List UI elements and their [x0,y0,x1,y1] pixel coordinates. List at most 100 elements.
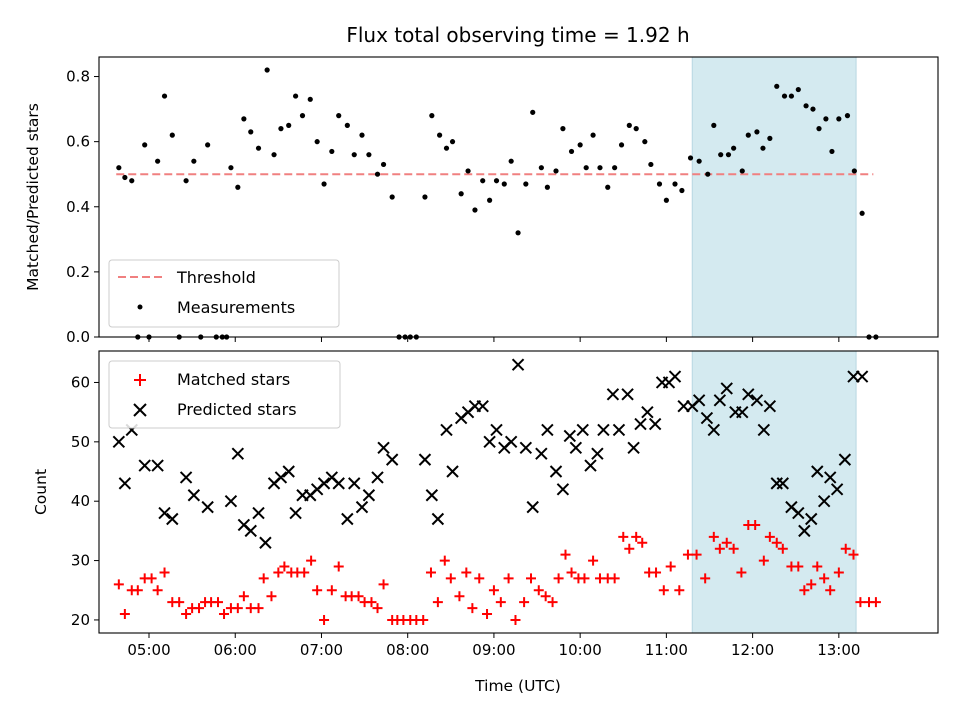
matched-star-marker [721,537,732,548]
measurement-point [422,194,428,200]
matched-star-marker [618,531,629,542]
predicted-star-marker [805,512,818,526]
bottom-x-ticks: 05:00 06:00 07:00 08:00 09:00 10:00 11:00 12:00… [127,633,860,659]
measurement-point [544,184,550,190]
measurement-point [122,174,128,181]
matched-star-marker [750,519,761,530]
predicted-star-marker [597,423,610,437]
matched-star-marker [665,561,676,572]
matched-star-marker [312,585,323,596]
predicted-star-marker [750,394,764,407]
measurement-point [255,145,262,151]
measurement-point [116,165,122,171]
predicted-star-marker [563,429,577,443]
matched-star-marker [378,579,389,590]
x-tick-label: 13:00 [817,641,860,659]
measurement-point [560,126,566,132]
matched-star-marker [353,591,364,602]
y-tick-label: 0.6 [66,133,90,151]
measurement-point [590,132,596,138]
legend-threshold-label: Threshold [176,268,256,287]
matched-star-marker [219,609,230,620]
x-tick-label: 07:00 [300,641,343,659]
matched-star-marker [194,603,205,614]
measurement-point [493,178,500,184]
matched-star-marker [526,573,537,584]
matched-star-marker [238,591,249,602]
matched-star-marker [806,579,817,590]
measurement-points [116,67,879,340]
measurement-point [429,113,435,119]
matched-star-marker [432,597,443,608]
matched-star-marker [637,537,648,548]
measurement-point [307,96,313,102]
x-tick-label: 11:00 [645,641,688,659]
matched-star-marker [174,597,185,608]
bottom-y-axis-label: Count [32,469,50,515]
predicted-star-marker [641,405,654,419]
matched-star-marker [279,561,290,572]
predicted-star-marker [648,417,662,431]
y-tick-label: 0.0 [66,328,90,346]
matched-star-marker [306,555,317,566]
predicted-star-marker [317,477,331,490]
matched-star-marker [812,561,823,572]
measurement-point [336,113,342,119]
top-axes-frame [98,56,939,338]
x-tick-label: 09:00 [472,641,515,659]
predicted-star-marker [757,423,771,437]
predicted-star-marker [362,489,376,502]
matched-star-marker [372,603,383,614]
predicted-star-marker [627,441,640,454]
measurement-point [241,116,247,122]
matched-star-marker [840,543,851,554]
matched-star-marker [777,543,788,554]
predicted-star-marker [720,382,733,395]
measurement-point [816,126,822,132]
predicted-star-marker [576,423,589,437]
predicted-star-marker [713,394,727,407]
matched-star-marker [624,543,635,554]
predicted-star-marker [425,489,439,502]
matched-star-marker [758,555,769,566]
y-tick-label: 60 [71,373,90,391]
matched-star-marker [212,597,223,608]
measurement-point [568,148,575,155]
matched-star-marker [658,585,669,596]
measurement-point [725,152,732,158]
matched-star-marker [273,567,284,578]
measurement-point [823,116,829,122]
legend-measurements-swatch [137,304,143,310]
measurement-point [739,168,745,174]
y-tick-label: 0.2 [66,263,90,281]
measurement-point [248,129,254,135]
y-tick-label: 40 [71,492,90,510]
measurement-point [183,178,189,184]
measurement-point [612,165,618,171]
predicted-star-marker [166,512,179,526]
measurement-point [656,181,663,187]
measurement-point [553,168,559,174]
measurement-point [642,139,648,145]
predicted-star-marker [606,388,620,401]
matched-star-marker [467,603,478,614]
measurement-point [299,113,306,119]
predicted-star-marker [476,400,489,413]
predicted-star-marker [341,512,354,526]
predicted-star-marker [224,494,238,508]
predicted-star-marker [824,471,837,484]
measurement-point [605,184,611,190]
matched-star-marker [728,543,739,554]
measurement-point [443,145,450,151]
measurement-point [293,93,299,99]
matched-star-marker [503,573,514,584]
top-legend: Threshold Measurements [108,259,340,328]
measurement-point [191,158,197,164]
count-panel: 20 30 40 50 60 05:00 06:00 07:00 08:00 09:00 10:0… [32,350,939,695]
matched-star-marker [799,585,810,596]
measurement-point [515,230,521,236]
predicted-star-marker [201,500,214,514]
predicted-star-marker [612,423,626,437]
matched-star-marker [736,567,747,578]
measurement-point [795,86,801,93]
